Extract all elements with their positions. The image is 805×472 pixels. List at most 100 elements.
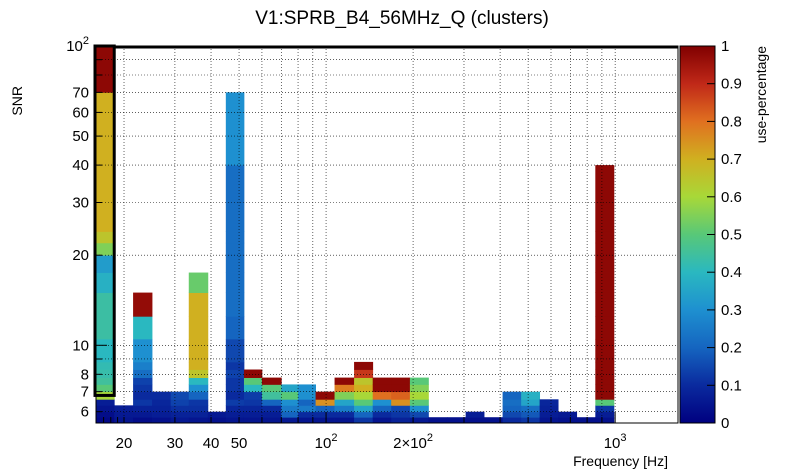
heatmap-cell	[133, 377, 153, 385]
heatmap-cell	[243, 391, 263, 400]
heatmap-cell	[334, 399, 355, 406]
heatmap-cell	[354, 391, 374, 400]
heatmap-cell	[595, 361, 615, 370]
heatmap-cell	[354, 399, 374, 406]
heatmap-cell	[152, 399, 172, 406]
heatmap-cell	[96, 255, 115, 273]
heatmap-cell	[225, 405, 245, 413]
heatmap-cell	[334, 384, 355, 393]
y-tick-label: 60	[72, 104, 89, 121]
heatmap-cell	[595, 369, 615, 378]
heatmap-cell	[188, 369, 209, 378]
heatmap-cell	[243, 399, 263, 406]
heatmap-cell	[595, 231, 615, 244]
colorbar-tick-label: 0.9	[721, 76, 742, 93]
heatmap-cell	[595, 399, 615, 406]
heatmap-cell	[96, 384, 115, 393]
heatmap-cell	[539, 417, 559, 424]
heatmap-cell	[354, 369, 374, 378]
y-tick-label: 70	[72, 84, 89, 101]
heatmap-cell	[152, 391, 172, 400]
heatmap-cell	[225, 338, 245, 363]
heatmap-cell	[133, 417, 153, 424]
heatmap-cell	[225, 292, 245, 317]
heatmap-cell	[152, 405, 172, 413]
heatmap-cell	[595, 384, 615, 393]
heatmap-cell	[188, 316, 209, 340]
heatmap-cell	[409, 417, 429, 424]
heatmap-cell	[188, 399, 209, 406]
heatmap-cell	[428, 417, 448, 424]
heatmap-cell	[96, 242, 115, 256]
heatmap-cell	[152, 411, 172, 418]
x-axis-label: Frequency [Hz]	[573, 453, 668, 469]
heatmap-cell	[133, 338, 153, 363]
heatmap-cell	[372, 417, 392, 424]
heatmap-cell	[502, 417, 522, 424]
heatmap-cell	[391, 405, 411, 413]
heatmap-cell	[521, 417, 541, 424]
y-tick-label: 8	[81, 366, 89, 383]
heatmap-cell	[114, 411, 134, 418]
heatmap-cell	[409, 377, 429, 385]
heatmap-cell	[558, 417, 578, 424]
y-tick-label: 30	[72, 194, 89, 211]
heatmap-cell	[243, 384, 263, 393]
heatmap-cell	[595, 316, 615, 340]
y-tick-label: 50	[72, 128, 89, 145]
heatmap-cell	[188, 391, 209, 400]
y-tick-label: 102	[66, 35, 89, 55]
heatmap-cell	[595, 242, 615, 256]
heatmap-cell	[354, 405, 374, 413]
heatmap-cell	[502, 391, 522, 400]
x-axis-ticks: 20 30 40 50 102 2×102 103	[103, 412, 627, 452]
colorbar-tick-label: 0.1	[721, 377, 742, 394]
heatmap-cell	[152, 417, 172, 424]
heatmap-cell	[96, 411, 115, 418]
x-tick-label: 50	[231, 435, 248, 452]
heatmap-cell	[521, 391, 541, 400]
heatmap-cell	[188, 417, 209, 424]
heatmap-cell	[96, 165, 115, 203]
heatmap-cell	[372, 399, 392, 406]
x-tick-label: 2×102	[393, 432, 433, 452]
heatmap-cell	[521, 411, 541, 418]
heatmap-cell	[261, 377, 282, 385]
heatmap-cell	[170, 391, 190, 400]
colorbar-tick-label: 1	[721, 38, 729, 55]
heatmap-cell	[133, 411, 153, 418]
colorbar-ticks: 0 0.1 0.2 0.3 0.4 0.5 0.6 0.7 0.8 0.9 1	[707, 38, 742, 432]
heatmap-cell	[281, 384, 299, 393]
heatmap-cell	[372, 405, 392, 413]
heatmap-cell	[96, 316, 115, 340]
heatmap-cell	[261, 399, 282, 406]
heatmap-cell	[188, 377, 209, 385]
heatmap-cell	[96, 231, 115, 244]
heatmap-cell	[558, 411, 578, 418]
heatmap-cell	[207, 417, 227, 424]
heatmap-cell	[225, 92, 245, 166]
heatmap-cell	[225, 399, 245, 406]
heatmap-cell	[96, 272, 115, 293]
heatmap-cell	[409, 384, 429, 393]
heatmap-cell	[372, 411, 392, 418]
heatmap-cell	[133, 316, 153, 340]
heatmap-cell	[465, 417, 485, 424]
heatmap-cell	[96, 377, 115, 385]
heatmap-cell	[391, 411, 411, 418]
heatmap-cell	[281, 399, 299, 406]
heatmap-cell	[595, 292, 615, 317]
heatmap-cell	[334, 417, 355, 424]
heatmap-cell	[281, 411, 299, 418]
heatmap-cell	[96, 417, 115, 424]
heatmap-cell	[225, 377, 245, 385]
heatmap-cell	[372, 377, 392, 385]
heatmap-cell	[170, 405, 190, 413]
heatmap-cell	[391, 391, 411, 400]
y-tick-label: 40	[72, 157, 89, 174]
heatmap-cell	[133, 405, 153, 413]
heatmap-cell	[225, 384, 245, 393]
heatmap-cell	[334, 405, 355, 413]
heatmap-cell	[188, 411, 209, 418]
